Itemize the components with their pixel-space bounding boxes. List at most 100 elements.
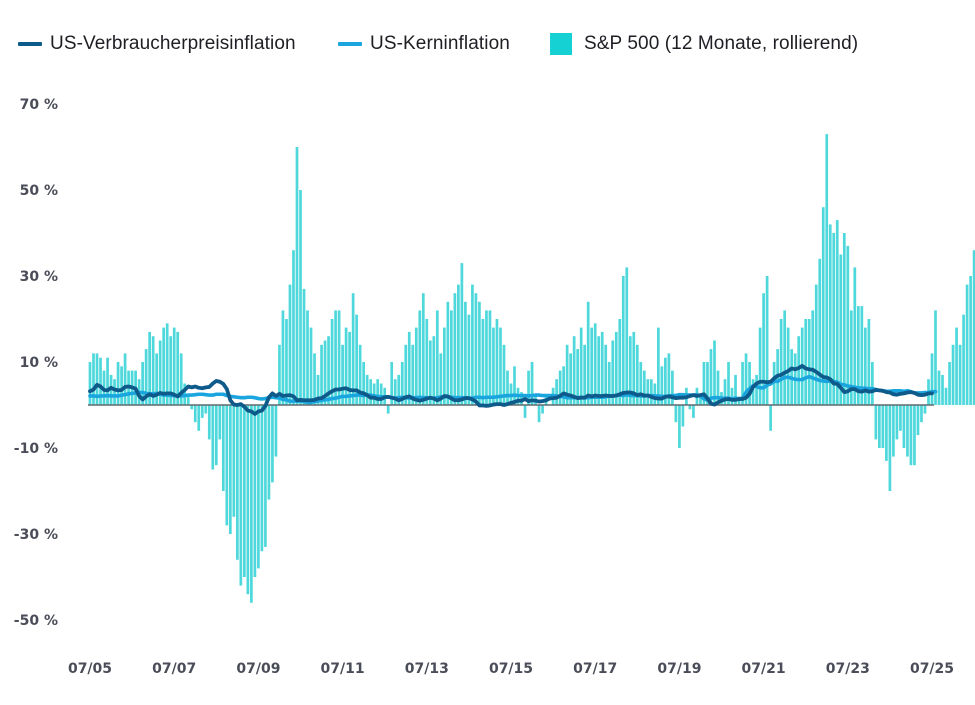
sp500-bar [351,293,355,405]
sp500-bar [316,374,320,405]
sp500-bar [151,336,155,405]
sp500-bar [934,310,937,405]
sp500-bar [842,233,846,405]
sp500-bar [688,405,692,410]
sp500-bar [92,353,95,405]
x-tick-label: 07/17 [573,661,617,677]
sp500-bar [734,374,737,405]
sp500-bar [657,327,660,405]
sp500-bar [744,353,748,405]
sp500-bar [611,340,615,405]
sp500-bar [243,405,246,577]
sp500-bar [421,293,425,405]
sp500-bar [197,405,201,431]
sp500-bar [193,405,197,423]
sp500-bar [730,387,734,405]
sp500-bar [860,306,864,405]
sp500-bar [881,405,885,448]
legend-label-sp500: S&P 500 (12 Monate, rollierend) [584,33,859,54]
sp500-bar [116,362,120,405]
x-tick-label: 07/23 [826,661,870,677]
sp500-bar [618,319,622,405]
sp500-bar [885,405,888,461]
sp500-bar [572,336,576,405]
sp500-bar [758,327,762,405]
sp500-bar [590,327,594,405]
sp500-bar [106,357,109,405]
sp500-bar [390,362,394,405]
legend-swatch-sp500 [550,33,572,55]
sp500-bar [909,405,913,466]
y-tick-label: 10 % [20,355,58,371]
sp500-bar [257,405,260,569]
sp500-bar [867,319,871,405]
sp500-bar [278,344,281,405]
sp500-bar [814,284,818,405]
sp500-bar [172,327,176,405]
sp500-bar [492,327,495,405]
sp500-bar [818,258,822,405]
sp500-bar [727,362,730,405]
sp500-bar [709,349,713,405]
sp500-bar [678,405,681,448]
sp500-bar [632,331,636,405]
sp500-bar [337,310,341,405]
sp500-bar [741,362,744,405]
sp500-bar [165,323,169,405]
sp500-bar [558,370,562,405]
sp500-bar [379,383,383,405]
sp500-bar [628,336,632,405]
sp500-bar [341,344,344,405]
legend-item-cpi[interactable]: US-Verbraucherpreisinflation [18,30,296,58]
sp500-bar [807,319,811,405]
sp500-bar [330,319,334,405]
sp500-bar [250,405,253,603]
sp500-bar [639,362,643,405]
sp500-bar [804,319,808,405]
sp500-bar [274,405,278,457]
sp500-bar [320,344,323,405]
sp500-bar [306,310,309,405]
sp500-bar [225,405,229,526]
sp500-bar [878,405,881,448]
sp500-bar [871,362,874,405]
sp500-bar [692,405,695,418]
sp500-bar [607,362,611,405]
sp500-bar [625,267,629,405]
legend-item-core[interactable]: US-Kerninflation [338,30,510,58]
sp500-bar [751,379,755,405]
sp500-bar [937,370,941,405]
sp500-bar [621,276,625,405]
sp500-bar [432,336,436,405]
x-tick-label: 07/21 [742,661,786,677]
sp500-bar [920,405,923,423]
x-tick-label: 07/09 [236,661,280,677]
sp500-bar [488,310,492,405]
sp500-bar [593,323,597,405]
sp500-bar [906,405,909,457]
sp500-bar [660,366,664,405]
sp500-bar [962,314,965,405]
sp500-bar [495,319,499,405]
sp500-bar [141,362,144,405]
sp500-bar [832,233,836,405]
sp500-bar [972,250,975,405]
sp500-bar [309,327,313,405]
sp500-bar [481,319,485,405]
legend-item-sp500[interactable]: S&P 500 (12 Monate, rollierend) [550,30,858,58]
sp500-bar [299,190,302,405]
sp500-bar [344,327,348,405]
sp500-bar [723,379,727,405]
sp500-bar [211,405,215,470]
sp500-bar [186,396,190,405]
sp500-bar [179,353,183,405]
sp500-bar [969,276,972,405]
sp500-bar [302,288,306,405]
sp500-bar [769,405,772,431]
legend-label-cpi: US-Verbraucherpreisinflation [50,33,296,54]
sp500-bar [428,340,432,405]
sp500-bar [288,284,292,405]
y-axis: 70 % 50 % 30 % 10 % -10 % -30 % -50 % [14,97,58,629]
sp500-bar [232,405,236,517]
sp500-bar [913,405,916,466]
